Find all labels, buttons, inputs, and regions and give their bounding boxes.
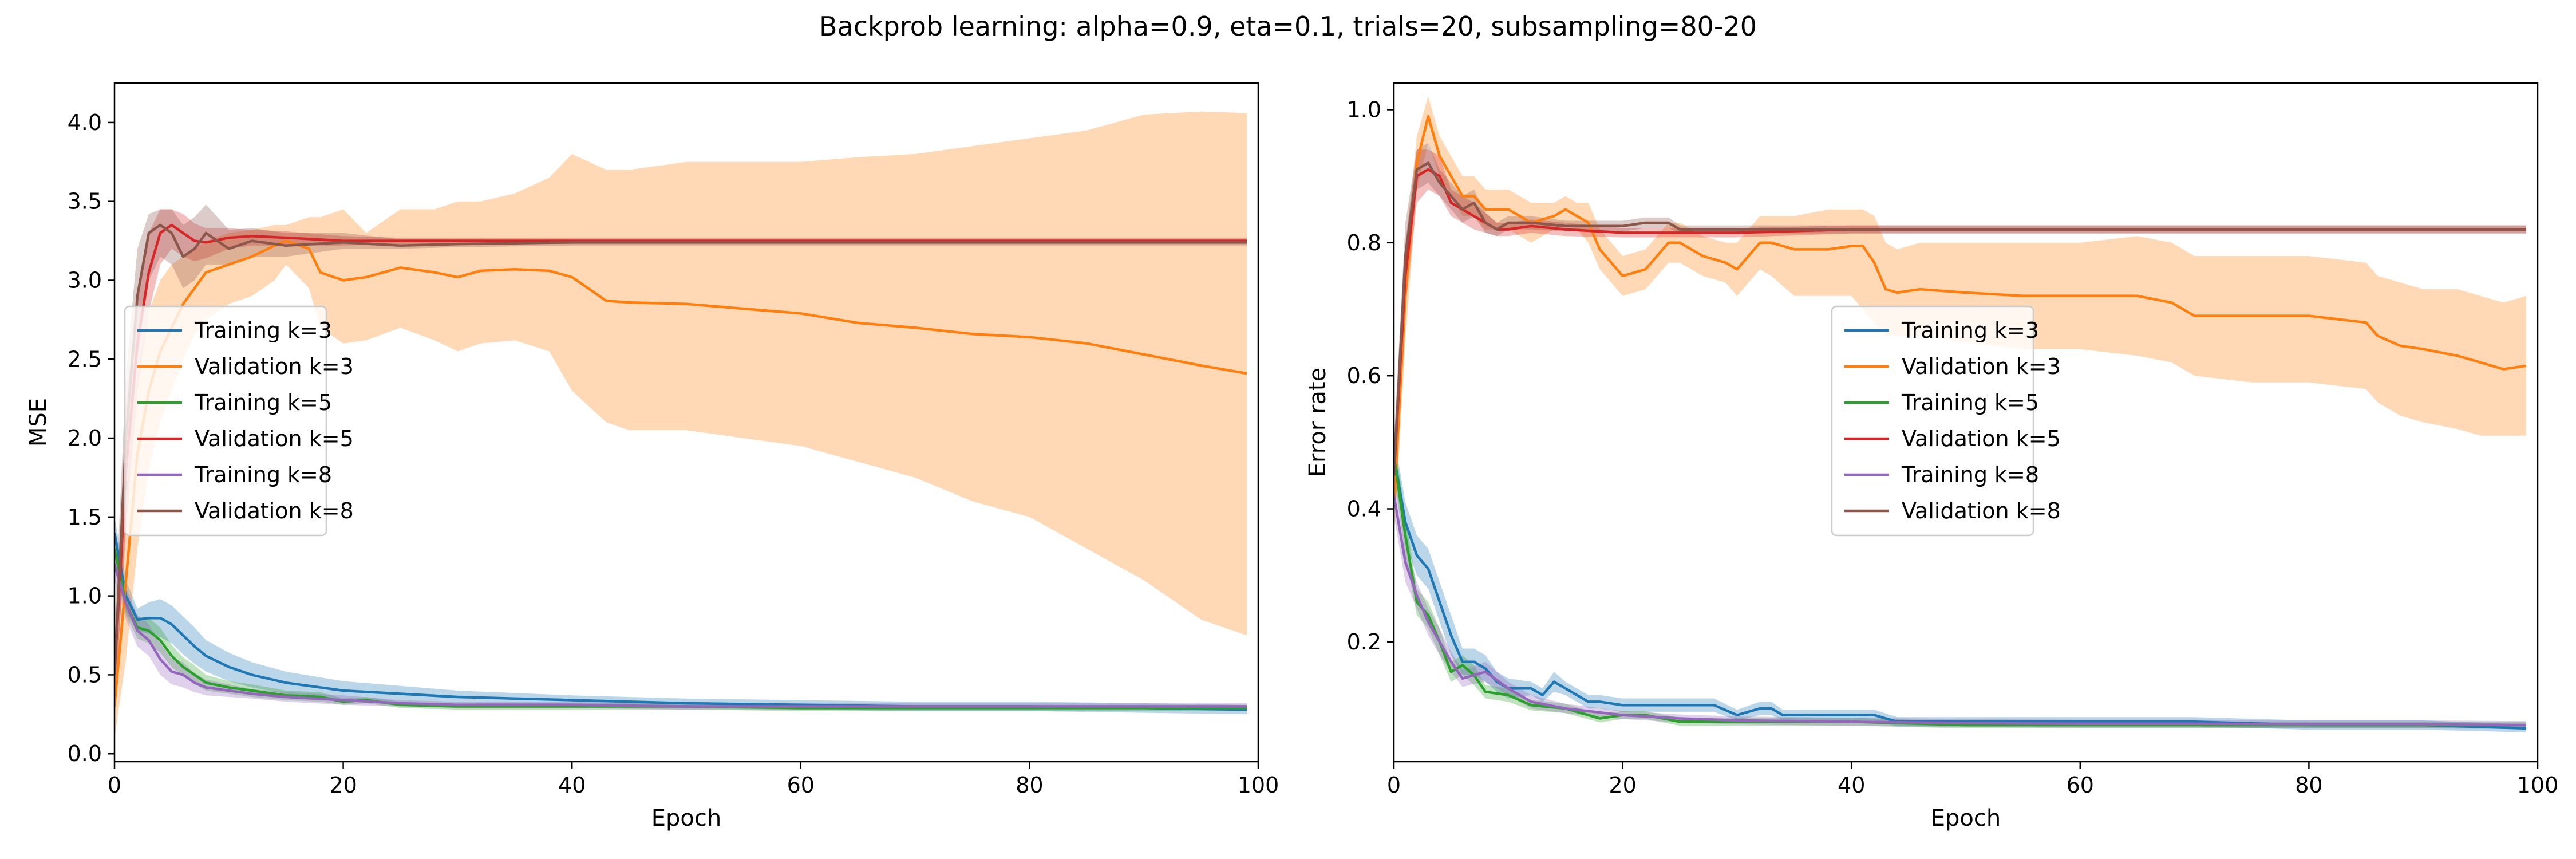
plot-area bbox=[114, 111, 1247, 738]
x-tick-label: 60 bbox=[787, 773, 815, 798]
legend-label: Training k=3 bbox=[194, 318, 332, 343]
series-line-1 bbox=[114, 239, 1247, 707]
y-tick-label: 3.5 bbox=[68, 189, 102, 214]
figure-title: Backprob learning: alpha=0.9, eta=0.1, t… bbox=[819, 11, 1757, 42]
mse-panel: 0 20 40 60 80 100 0.0 0.5 1.0 1.5 2.0 2.5 3.0 3.5 4.0 E… bbox=[25, 82, 1279, 832]
x-tick-label: 80 bbox=[1016, 773, 1043, 798]
axes-frame bbox=[113, 82, 1259, 763]
legend-label: Validation k=5 bbox=[1902, 426, 2061, 451]
x-tick-label: 80 bbox=[2295, 773, 2322, 798]
x-axis-label: Epoch bbox=[651, 805, 721, 832]
y-axis-label: MSE bbox=[25, 398, 52, 447]
y-tick-label: 0.5 bbox=[68, 662, 102, 687]
series-line-4 bbox=[114, 564, 1247, 708]
y-tick-label: 2.5 bbox=[68, 346, 102, 372]
legend-label: Validation k=5 bbox=[195, 426, 354, 451]
band-2 bbox=[1394, 435, 2526, 728]
legend: Training k=3 Validation k=3 Training k=5 Va… bbox=[1831, 305, 2061, 537]
series-line-1 bbox=[1394, 115, 2527, 509]
error-rate-panel: 0 20 40 60 80 100 0.2 0.4 0.6 0.8 1.0 Epoch Error ra… bbox=[1305, 82, 2559, 832]
legend-label: Validation k=8 bbox=[1902, 498, 2061, 523]
series-line-5 bbox=[1394, 161, 2526, 476]
x-tick-label: 60 bbox=[2067, 773, 2094, 798]
y-tick-label: 3.0 bbox=[68, 267, 102, 293]
series-line-4 bbox=[1394, 495, 2527, 727]
series-line-3 bbox=[114, 223, 1247, 675]
y-axis-label: Error rate bbox=[1305, 368, 1331, 477]
band-2 bbox=[114, 533, 1247, 711]
legend-label: Validation k=3 bbox=[195, 354, 354, 379]
x-tick-label: 20 bbox=[329, 773, 357, 798]
x-axis-label: Epoch bbox=[1931, 805, 2001, 832]
legend-label: Training k=5 bbox=[194, 390, 332, 415]
y-tick-label: 0.8 bbox=[1347, 230, 1381, 255]
x-tick-label: 100 bbox=[2517, 773, 2559, 798]
legend-box bbox=[124, 305, 327, 537]
y-tick-label: 4.0 bbox=[68, 110, 102, 135]
legend-box bbox=[1831, 305, 2034, 537]
legend-label: Validation k=3 bbox=[1902, 354, 2061, 379]
x-tick-label: 40 bbox=[1838, 773, 1865, 798]
y-tick-label: 1.5 bbox=[68, 505, 102, 530]
y-tick-label: 0.0 bbox=[68, 741, 102, 766]
legend-label: Training k=5 bbox=[1901, 390, 2039, 415]
y-tick-label: 1.0 bbox=[1347, 97, 1381, 122]
y-tick-label: 0.2 bbox=[1347, 629, 1381, 655]
x-tick-label: 0 bbox=[1387, 773, 1401, 798]
band-4 bbox=[114, 549, 1247, 710]
series-line-2 bbox=[114, 548, 1247, 710]
legend-label: Training k=3 bbox=[1901, 318, 2039, 343]
y-tick-label: 2.0 bbox=[68, 425, 102, 451]
axes-frame bbox=[1393, 82, 2539, 763]
legend: Training k=3 Validation k=3 Training k=5 Va… bbox=[124, 305, 354, 537]
y-tick-label: 1.0 bbox=[68, 584, 102, 609]
band-5 bbox=[114, 204, 1247, 723]
y-tick-label: 0.4 bbox=[1347, 497, 1381, 522]
x-tick-label: 0 bbox=[108, 773, 121, 798]
legend-label: Training k=8 bbox=[1901, 462, 2039, 487]
legend-label: Training k=8 bbox=[194, 462, 332, 487]
x-tick-label: 100 bbox=[1238, 773, 1279, 798]
y-tick-label: 0.6 bbox=[1347, 363, 1381, 388]
x-tick-label: 40 bbox=[558, 773, 586, 798]
legend-label: Validation k=8 bbox=[195, 498, 354, 523]
series-line-5 bbox=[114, 223, 1247, 675]
x-tick-label: 20 bbox=[1609, 773, 1636, 798]
